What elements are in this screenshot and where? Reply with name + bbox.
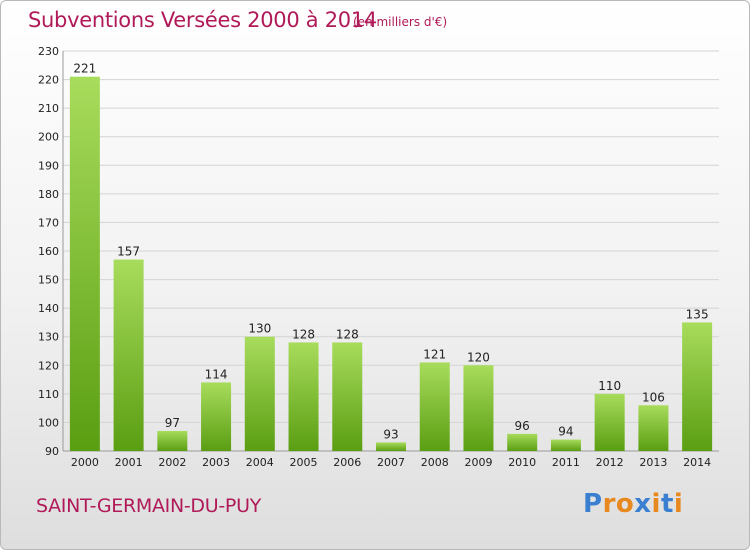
x-tick-label: 2006 (333, 456, 361, 469)
logo-letter: i (673, 489, 684, 519)
bar (682, 322, 713, 451)
x-tick-label: 2010 (508, 456, 536, 469)
y-tick-label: 110 (38, 388, 59, 401)
bar (550, 439, 581, 451)
y-tick-label: 190 (38, 159, 59, 172)
bar (594, 393, 625, 451)
data-label: 94 (558, 425, 573, 439)
y-tick-label: 90 (45, 445, 59, 458)
x-tick-label: 2004 (246, 456, 274, 469)
y-tick-label: 100 (38, 416, 59, 429)
bar (288, 342, 319, 451)
x-tick-label: 2009 (464, 456, 492, 469)
data-label: 121 (423, 347, 446, 361)
x-tick-label: 2008 (421, 456, 449, 469)
bar (638, 405, 669, 451)
y-tick-label: 120 (38, 359, 59, 372)
bars (69, 76, 713, 451)
x-tick-label: 2007 (377, 456, 405, 469)
data-label: 106 (642, 390, 665, 404)
data-label: 114 (205, 367, 228, 381)
x-tick-label: 2013 (639, 456, 667, 469)
data-label: 221 (73, 62, 96, 76)
chart-title: Subventions Versées 2000 à 2014 (28, 8, 377, 32)
logo-letter: o (615, 489, 635, 519)
bar (69, 76, 100, 451)
data-label: 93 (383, 427, 398, 441)
x-tick-label: 2011 (552, 456, 580, 469)
y-tick-label: 130 (38, 331, 59, 344)
bar (507, 433, 538, 451)
y-tick-label: 180 (38, 188, 59, 201)
bar (113, 259, 144, 451)
value-labels: 221 157 97 114 130 128 128 93 121 120 96 94 110 106 13… (73, 62, 708, 442)
data-label: 120 (467, 350, 490, 364)
chart-subtitle: (en milliers d'€) (353, 15, 448, 29)
proxiti-logo: Proxiti (583, 489, 683, 519)
y-tick-label: 160 (38, 245, 59, 258)
bar (376, 442, 406, 451)
y-tick-label: 220 (38, 74, 59, 87)
y-tick-label: 200 (38, 131, 59, 144)
x-tick-label: 2014 (683, 456, 711, 469)
bar (201, 382, 232, 451)
bar (332, 342, 363, 451)
logo-letter: t (660, 489, 674, 519)
data-label: 110 (598, 379, 621, 393)
data-label: 96 (515, 419, 530, 433)
data-label: 128 (336, 327, 359, 341)
y-tick-labels: 90 100 110 120 130 140 150 160 170 180 190 200 210 22… (38, 45, 59, 458)
y-tick-label: 150 (38, 274, 59, 287)
x-tick-labels: 2000 2001 2002 2003 2004 2005 2006 2007 2008 2009… (71, 456, 711, 469)
bar (157, 431, 188, 451)
data-label: 128 (292, 327, 315, 341)
data-label: 97 (165, 416, 180, 430)
bar (463, 365, 494, 451)
x-tick-label: 2001 (115, 456, 143, 469)
logo-letter: i (651, 489, 661, 519)
x-tick-label: 2002 (158, 456, 186, 469)
x-tick-label: 2000 (71, 456, 99, 469)
logo-letter: r (602, 489, 616, 519)
y-tick-label: 210 (38, 102, 59, 115)
y-tick-label: 170 (38, 216, 59, 229)
x-tick-label: 2003 (202, 456, 230, 469)
commune-name: SAINT-GERMAIN-DU-PUY (36, 495, 261, 517)
x-tick-label: 2012 (596, 456, 624, 469)
x-tick-label: 2005 (290, 456, 318, 469)
bar (244, 336, 275, 451)
logo-letter: x (634, 489, 652, 519)
data-label: 130 (248, 322, 271, 336)
logo-letter: P (583, 489, 603, 519)
data-label: 135 (686, 307, 709, 321)
data-label: 157 (117, 245, 140, 259)
y-tick-label: 140 (38, 302, 59, 315)
bar (419, 362, 450, 451)
y-tick-label: 230 (38, 45, 59, 58)
